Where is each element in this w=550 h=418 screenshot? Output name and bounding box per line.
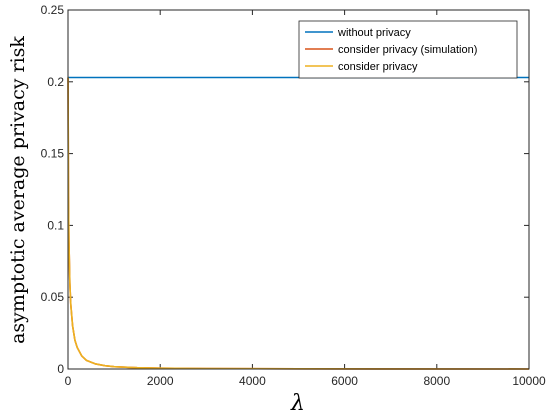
- x-axis-ticks: 0 2000 4000 6000 8000 10000: [65, 10, 546, 388]
- y-axis-ticks: 0 0.05 0.1 0.15 0.2 0.25: [41, 3, 529, 376]
- legend-box: [298, 20, 518, 79]
- legend-label: consider privacy (simulation): [338, 44, 477, 56]
- legend-label: without privacy: [337, 27, 411, 39]
- y-tick-label: 0.25: [41, 3, 65, 17]
- plot-frame: [67, 9, 530, 370]
- y-tick-label: 0.2: [47, 75, 64, 89]
- x-tick-label: 6000: [331, 374, 358, 388]
- x-tick-label: 8000: [423, 374, 450, 388]
- x-axis-label: λ: [290, 391, 305, 416]
- y-axis-label: asymptotic average privacy risk: [7, 36, 29, 344]
- legend-label: consider privacy: [338, 61, 418, 73]
- y-tick-label: 0.05: [41, 290, 65, 304]
- legend: without privacy consider privacy (simulat…: [298, 20, 518, 79]
- x-tick-label: 2000: [147, 374, 174, 388]
- y-tick-label: 0: [57, 362, 64, 376]
- y-tick-label: 0.1: [47, 218, 64, 232]
- y-tick-label: 0.15: [41, 147, 65, 161]
- x-tick-label: 10000: [512, 374, 546, 388]
- x-tick-label: 4000: [239, 374, 266, 388]
- series-line-3: [67, 77, 530, 370]
- x-tick-label: 0: [65, 374, 72, 388]
